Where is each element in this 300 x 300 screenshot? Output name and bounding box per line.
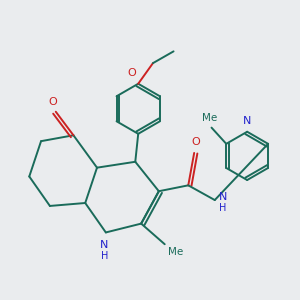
Text: Me: Me xyxy=(202,113,218,123)
Text: O: O xyxy=(128,68,136,78)
Text: O: O xyxy=(49,97,57,107)
Text: N: N xyxy=(100,240,109,250)
Text: H: H xyxy=(101,251,108,261)
Text: Me: Me xyxy=(168,247,183,257)
Text: N: N xyxy=(243,116,251,126)
Text: O: O xyxy=(191,137,200,147)
Text: H: H xyxy=(219,203,226,213)
Text: N: N xyxy=(219,192,228,202)
